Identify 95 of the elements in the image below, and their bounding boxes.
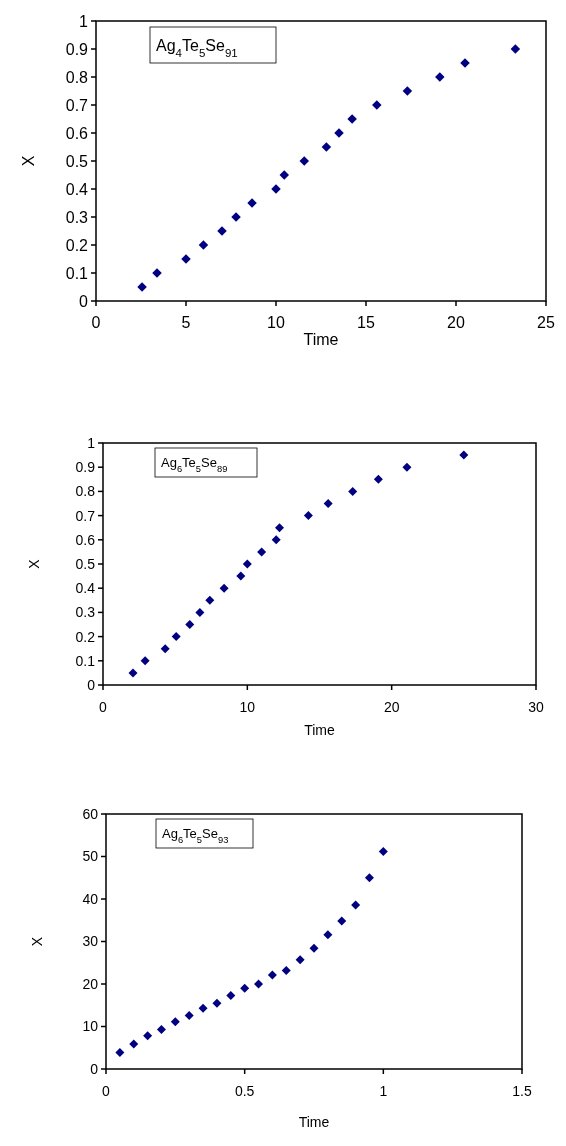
- point: [219, 583, 229, 593]
- annotation: Ag$_{4}$Te$_{5}$Se$_{91}$: [156, 37, 238, 59]
- y-tick-label: 0.4: [75, 580, 96, 597]
- point: [212, 998, 222, 1008]
- y-tick-label: 0.1: [65, 264, 89, 282]
- point: [140, 656, 150, 666]
- y-tick-label: 0.1: [75, 652, 96, 669]
- point: [254, 979, 264, 989]
- x-axis-title: Time: [303, 331, 339, 348]
- point: [299, 156, 309, 166]
- point: [281, 965, 291, 975]
- y-tick-label: 0.9: [65, 40, 89, 58]
- y-tick-label: 0: [87, 676, 96, 693]
- y-tick-label: 1: [87, 434, 96, 451]
- y-tick-label: 0.9: [75, 459, 96, 476]
- point: [115, 1047, 125, 1057]
- point: [184, 1010, 194, 1020]
- x-tick-label: 1: [379, 1083, 388, 1099]
- point: [240, 983, 250, 993]
- y-tick-label: 0.7: [75, 507, 96, 524]
- point: [267, 970, 277, 980]
- x-axis-title: Time: [298, 1114, 330, 1130]
- x-tick-label: 20: [447, 314, 465, 331]
- y-tick-label: 0.3: [75, 604, 96, 621]
- point: [510, 44, 521, 54]
- point: [275, 523, 285, 533]
- point: [171, 632, 181, 642]
- point: [378, 846, 388, 856]
- point: [185, 620, 195, 629]
- y-tick-label: 0.8: [75, 483, 96, 500]
- x-tick-label: 15: [357, 314, 375, 331]
- point: [402, 462, 412, 472]
- point: [303, 511, 313, 521]
- y-tick-label: 0: [79, 292, 89, 310]
- x-tick-label: 10: [239, 699, 256, 715]
- y-tick-label: 60: [82, 805, 99, 822]
- point: [198, 240, 209, 250]
- x-axis-title: Time: [304, 722, 336, 738]
- y-axis-title: X: [20, 155, 37, 167]
- y-tick-label: 0.5: [65, 152, 89, 170]
- point: [129, 1039, 139, 1049]
- point: [321, 142, 332, 152]
- y-tick-label: 20: [82, 975, 99, 992]
- point: [205, 595, 215, 605]
- point: [143, 1031, 153, 1041]
- point: [160, 644, 170, 654]
- y-tick-label: 50: [82, 848, 99, 865]
- y-tick-label: 0.4: [65, 180, 89, 198]
- x-tick-label: 1.5: [512, 1083, 532, 1099]
- point: [236, 571, 246, 581]
- point: [198, 1003, 208, 1013]
- annotation: Ag$_{6}$Te$_{5}$Se$_{89}$: [161, 455, 228, 474]
- point: [323, 499, 333, 508]
- point: [257, 547, 267, 557]
- x-tick-label: 0: [102, 1083, 111, 1099]
- y-tick-label: 1: [79, 12, 89, 30]
- point: [309, 943, 319, 953]
- point: [373, 474, 383, 484]
- point: [226, 990, 236, 1000]
- y-tick-label: 0.7: [65, 96, 89, 114]
- point: [402, 86, 413, 96]
- y-tick-label: 0: [90, 1060, 99, 1077]
- y-axis-title: X: [26, 558, 42, 569]
- x-tick-label: 10: [267, 314, 285, 331]
- y-tick-label: 0.8: [65, 68, 89, 86]
- y-tick-label: 10: [82, 1018, 99, 1035]
- x-tick-label: 25: [537, 314, 555, 331]
- point: [242, 559, 252, 569]
- annotation: Ag$_{6}$Te$_{5}$Se$_{93}$: [162, 826, 229, 845]
- point: [337, 916, 347, 926]
- y-tick-label: 0.6: [65, 124, 89, 142]
- point: [170, 1017, 180, 1027]
- y-tick-label: 30: [82, 933, 99, 950]
- x-tick-label: 20: [383, 699, 400, 715]
- x-tick-label: 30: [528, 699, 544, 715]
- x-tick-label: 5: [181, 314, 191, 331]
- point: [156, 1024, 166, 1034]
- point: [195, 607, 205, 617]
- point: [128, 668, 138, 678]
- point: [271, 535, 281, 545]
- point: [348, 486, 358, 496]
- y-tick-label: 0.2: [65, 236, 89, 254]
- y-tick-label: 0.3: [65, 208, 89, 226]
- y-axis-title: X: [29, 936, 45, 947]
- point: [351, 900, 361, 910]
- y-tick-label: 0.6: [75, 531, 96, 548]
- point: [364, 873, 374, 883]
- y-tick-label: 0.5: [75, 555, 96, 572]
- point: [459, 450, 469, 460]
- point: [279, 170, 290, 180]
- point: [295, 955, 305, 965]
- y-tick-label: 40: [82, 890, 99, 907]
- point: [323, 930, 333, 940]
- y-tick-label: 0.2: [75, 628, 96, 645]
- x-tick-label: 0.5: [234, 1083, 255, 1099]
